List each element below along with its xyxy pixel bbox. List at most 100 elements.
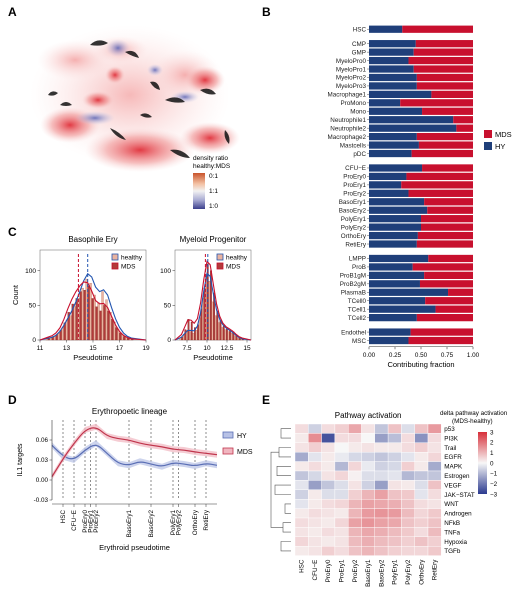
bar-label-MyeloPro1: MyeloPro1 [336,66,367,73]
legend-colorbar [193,173,205,209]
bar-label-Mastcells: Mastcells [340,142,366,149]
heatmap-cell [361,489,376,500]
bar-mds-MyeloPro0 [408,56,473,65]
heatmap-cell [387,527,402,538]
legend-label-hy: HY [495,142,505,151]
heatmap-cell [387,489,402,500]
bar-hy-Mastcells [369,141,419,149]
e-row-label: EGFR [444,454,462,461]
e-col-label: CFU−E [312,560,319,581]
e-dendrogram-branch [276,466,291,476]
panel-d: D Erythropoetic lineage -0.03 0.00 0.03 0.06… [8,393,253,552]
density-curve-mds [39,281,147,341]
heatmap-cell [348,423,362,434]
heatmap-cell [334,508,349,519]
heatmap-cell [361,470,376,481]
heatmap-cell [374,442,389,453]
heatmap-cell [334,423,349,434]
heatmap-cell [334,480,349,490]
heatmap-cell [374,489,389,500]
heatmap-cell [401,452,415,462]
bar-label-ProB1gM: ProB1gM [340,273,366,280]
bar-mds-RetiEry [416,240,473,248]
e-row-label: TGFb [444,548,461,555]
bar-hy-ProEry0 [369,172,407,181]
heatmap-cell [387,442,402,453]
d-stage-label: RetiEry [203,509,210,530]
heatmap-cell [374,527,389,538]
e-row-label: TNFa [444,529,460,536]
line-chart-erythropoetic: Erythropoetic lineage -0.03 0.00 0.03 0.06 IL… [17,407,253,552]
bar-hy-MSC [369,336,409,345]
hist-ylabel: Count [11,284,20,305]
heatmap-cell [414,546,429,556]
d-stage-label: OrthoEry [192,509,199,535]
bar-label-Endothel: Endothel [341,329,366,336]
hist-bar-mds [67,312,70,341]
heatmap-cell [387,536,402,547]
heatmap-cell [374,499,389,509]
heatmap-cell [334,442,349,453]
e-colorbar-tick: 2 [490,440,494,447]
heatmap-cell [401,480,415,490]
b-xtick-label-1.00: 1.00 [467,352,480,359]
heatmap-cell [401,499,415,509]
histogram-basophile-ery: Basophile Ery 11 13 15 17 19 0 50 100 Pseudotime C… [11,235,150,362]
e-row-label: Estrogen [444,473,470,480]
bar-mds-TCell2 [416,314,473,322]
e-row-label: Androgen [444,511,472,518]
d-stage-label: CFU−E [71,510,78,531]
heatmap-cell [294,508,309,519]
hist-bar-mds [79,291,82,341]
bar-mds-Neutrophile1 [453,116,473,124]
hist-legend-swatch-mds [111,262,119,270]
bar-mds-Endothel [410,328,473,336]
heatmap-cell [401,546,415,556]
heatmap-cell [374,470,389,481]
bar-label-LMPP: LMPP [349,256,366,263]
hist-xtick-label: 15 [89,345,97,352]
hist-bar-mds [99,310,102,341]
bar-mds-TCell1 [435,305,473,313]
e-dendrogram-branch [274,484,291,495]
heatmap-cell [294,480,309,490]
e-col-label: BasoEry1 [365,559,372,587]
hist-bar-healthy [101,291,104,341]
heatmap-cell [414,423,429,434]
hist-bar-mds [71,303,74,341]
heatmap-cell [321,442,336,453]
bar-mds-BasoEry2 [427,206,473,214]
e-colorbar-tick: 1 [490,450,494,457]
hist-bar-healthy [230,332,233,341]
heatmap-cell [401,461,415,472]
bar-mds-OrthoEry [417,231,473,240]
e-row-label: MAPK [444,464,463,471]
heatmap-cell [294,433,309,443]
hist-bar-healthy [81,287,84,341]
hist-bar-mds [222,326,225,341]
d-stage-label: ProEry2 [93,510,100,533]
e-col-label: HSC [299,559,306,573]
hist-bar-healthy [53,336,56,341]
bar-mds-Macrophage1 [431,90,473,98]
hist-bar-mds [226,328,228,341]
heatmap-cell [308,499,322,509]
e-colorbar-title-2: (MDS-healthy) [452,418,493,425]
heatmap-cell [294,499,309,509]
hist-bar-healthy [57,332,60,341]
bar-mds-Macrophage2 [416,133,473,141]
e-dendrogram-branch [278,447,291,458]
d-ytick-label: 0.03 [36,457,49,464]
hist-bar-healthy [192,332,195,341]
bar-label-Neutrophile1: Neutrophile1 [330,117,366,124]
heatmap-cell [361,527,376,538]
bar-mds-ProEry1 [401,181,473,189]
heatmap-cell [414,442,429,453]
d-legend-label-mds: MDS [237,449,253,456]
d-ytick-label: 0.00 [36,477,49,484]
hist-bar-healthy [227,331,230,341]
heatmap-cell [374,433,389,443]
heatmap-cell [374,452,389,462]
bar-mds-ProB1gM [424,271,473,279]
